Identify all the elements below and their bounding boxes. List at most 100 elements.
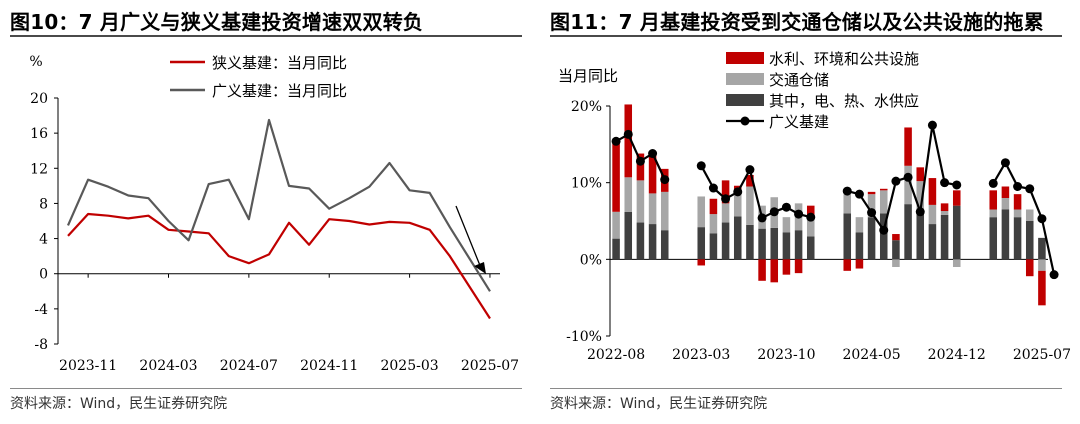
right-bar-2 [879, 190, 888, 214]
right-legend-swatch-1 [726, 52, 764, 64]
right-bar-1 [1025, 259, 1034, 277]
right-bar-1 [697, 259, 706, 266]
right-bar-2 [648, 193, 657, 225]
right-y-tick-label: 10% [571, 176, 602, 192]
right-line-marker [927, 120, 937, 130]
right-bar-1 [782, 259, 791, 275]
right-bar-2 [928, 204, 937, 225]
right-bar-3 [746, 224, 754, 260]
right-bar-2 [843, 194, 852, 214]
right-bar-2 [989, 209, 998, 218]
left-y-tick-label: 8 [39, 196, 48, 212]
right-bar-3 [879, 213, 888, 260]
right-line-marker [1049, 270, 1059, 280]
right-bar-3 [794, 230, 803, 260]
right-line-path [615, 124, 1056, 275]
right-bar-3 [940, 214, 949, 260]
right-line-marker [660, 175, 670, 185]
right-bottom-rule [550, 388, 1062, 389]
left-legend-label-1: 狭义基建：当月同比 [212, 54, 347, 72]
right-bar-3 [1025, 221, 1034, 260]
right-line-marker [781, 202, 791, 212]
right-bar-3 [1038, 237, 1046, 260]
right-bar-2 [612, 211, 620, 239]
right-line-marker [1000, 158, 1010, 168]
right-chart-panel: 图11：7 月基建投资受到交通仓储以及公共设施的拖累 当月同比 20% 10% 0% -… [540, 0, 1080, 424]
right-bar-3 [867, 217, 876, 260]
left-source-note: 资料来源：Wind，民生证券研究院 [10, 396, 228, 412]
left-annotation [455, 205, 486, 274]
right-bar-3 [916, 211, 925, 260]
right-line-marker [623, 129, 633, 139]
right-bar-2 [1013, 209, 1022, 218]
right-axes: 当月同比 20% 10% 0% -10% 2022-08 2023-03 2023-10 202… [558, 67, 1071, 363]
right-line-marker [635, 156, 645, 166]
right-bar-3 [648, 224, 657, 260]
right-x-tick-label: 2025-07 [1013, 347, 1071, 363]
right-line-marker [1025, 184, 1035, 194]
right-legend-label-line: 广义基建 [769, 113, 829, 131]
right-bar-3 [697, 227, 706, 260]
right-line-marker [794, 209, 804, 219]
right-bar-1 [867, 191, 876, 195]
right-bar-3 [770, 227, 779, 260]
right-bar-2 [855, 217, 864, 233]
left-title-rule [10, 35, 522, 37]
right-line-marker [988, 178, 998, 188]
right-x-tick-label: 2023-10 [757, 347, 815, 363]
right-bar-1 [855, 259, 864, 269]
right-line-marker [879, 225, 889, 235]
left-legend-label-2: 广义基建：当月同比 [212, 82, 347, 100]
right-line-marker [757, 213, 767, 223]
right-line-marker [867, 208, 877, 218]
right-bars-group [612, 104, 1046, 306]
right-x-tick-label: 2024-05 [842, 347, 900, 363]
right-bar-3 [660, 230, 669, 260]
right-line-marker [733, 187, 743, 197]
right-bar-1 [806, 205, 815, 218]
right-bar-1 [952, 190, 961, 206]
right-bar-1 [1001, 186, 1010, 198]
left-y-tick-label: 0 [39, 267, 48, 283]
right-bar-1 [709, 198, 718, 215]
left-bottom-rule [10, 388, 522, 389]
right-bar-2 [782, 217, 791, 233]
right-bar-1 [904, 127, 912, 166]
left-y-tick-label: 20 [30, 91, 48, 107]
right-bar-2 [709, 214, 718, 234]
right-bar-3 [758, 228, 766, 260]
right-bar-3 [904, 204, 912, 260]
left-y-tick-label: -4 [34, 302, 48, 318]
right-line-marker [891, 176, 901, 186]
right-chart-title: 图11：7 月基建投资受到交通仓储以及公共设施的拖累 [550, 10, 1044, 34]
right-line-marker [842, 186, 852, 196]
left-series-line-2 [66, 118, 491, 292]
right-title-rule [550, 35, 1062, 37]
left-chart-panel: 图10：7 月广义与狭义基建投资增速双双转负 % 20 16 12 8 4 0 -4 -8 202… [10, 10, 522, 412]
right-y-tick-label: 20% [571, 99, 602, 115]
right-legend-label-2: 交通仓储 [769, 71, 829, 89]
right-bar-2 [721, 203, 730, 223]
right-x-tick-label: 2024-12 [928, 347, 986, 363]
right-bar-2 [1038, 259, 1046, 271]
right-bar-2 [636, 180, 645, 223]
right-bar-3 [1001, 209, 1010, 260]
right-bar-1 [928, 178, 937, 205]
left-y-tick-label: -8 [34, 337, 48, 353]
left-series-group [66, 118, 491, 320]
left-x-tick-label: 2025-03 [380, 358, 438, 374]
left-trend-arrow-line [455, 205, 482, 269]
right-bar-1 [794, 259, 803, 274]
right-source-note: 资料来源：Wind，民生证券研究院 [550, 396, 768, 412]
left-series-line-1 [67, 212, 491, 320]
right-bar-1 [843, 259, 852, 271]
right-bar-3 [892, 240, 900, 260]
right-line-marker [708, 183, 718, 193]
right-line-marker [745, 165, 755, 175]
right-bar-1 [721, 180, 730, 204]
right-bar-3 [709, 233, 718, 260]
right-bar-1 [989, 190, 998, 210]
right-bar-3 [952, 205, 961, 260]
right-bar-3 [733, 216, 742, 260]
right-bar-3 [843, 213, 852, 260]
